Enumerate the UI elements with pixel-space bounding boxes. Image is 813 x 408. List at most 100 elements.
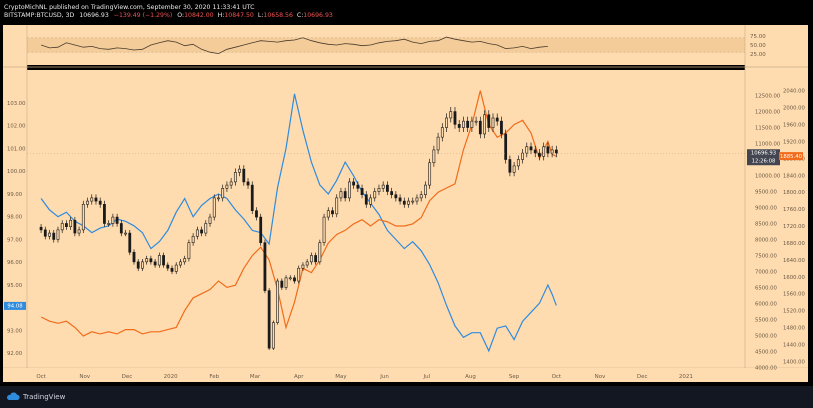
right-tick-label: 6000.00 <box>755 301 778 307</box>
candle-body <box>288 277 292 280</box>
symbol-line: BITSTAMP:BTCUSD, 3D 10696.93 −139.49 (−1… <box>4 12 333 19</box>
candle-body <box>419 194 423 199</box>
oscillator-tick-label: 25.00 <box>750 52 766 58</box>
change: −139.49 (−1.29%) <box>113 12 173 19</box>
candle-body <box>242 168 246 183</box>
x-axis-ticks: Oct Nov Dec 2020 Feb Mar Apr May Jun Jul Aug Sep Oct… <box>36 374 693 380</box>
candle-body <box>170 267 174 272</box>
x-tick-label: Dec <box>122 374 133 380</box>
candle-body <box>119 223 123 234</box>
candle-body <box>554 149 558 154</box>
candle-body <box>411 200 415 203</box>
candle-body <box>200 229 203 234</box>
candle-body <box>86 200 89 205</box>
right-tick-label: 10000.00 <box>755 174 781 180</box>
candle-body <box>491 117 495 128</box>
candle-body <box>436 136 440 151</box>
right-tick-label: 7000.00 <box>755 269 778 275</box>
candle-body <box>179 261 182 266</box>
candle-body <box>521 152 524 160</box>
candle-body <box>440 127 444 138</box>
outer-tick-label: 1800.00 <box>783 190 806 196</box>
candle-body <box>225 184 229 189</box>
candle-body <box>449 111 453 119</box>
x-tick-label: Jun <box>379 374 389 380</box>
oscillator-line <box>40 36 548 55</box>
x-tick-label: Aug <box>465 374 476 380</box>
candle-body <box>195 229 199 237</box>
candle-body <box>233 172 237 183</box>
x-tick-label: Oct <box>552 374 562 380</box>
candle-body <box>115 216 119 224</box>
left-tick-label: 102.00 <box>7 124 26 130</box>
left-tick-label: 95.00 <box>7 283 23 289</box>
right-axis-panel <box>745 25 808 375</box>
candle-body <box>81 203 85 231</box>
candle-body <box>43 229 47 237</box>
x-tick-label: Nov <box>79 374 90 380</box>
blue-series <box>40 93 557 353</box>
outer-tick-label: 1400.00 <box>783 359 806 365</box>
right-tick-label: 11500.00 <box>755 126 781 132</box>
candle-body <box>39 226 43 231</box>
low-value: 10658.56 <box>263 12 293 19</box>
candle-body <box>343 191 347 199</box>
candle-body <box>495 117 499 122</box>
candle-body <box>386 184 389 192</box>
x-tick-label: Apr <box>294 374 304 380</box>
candle-body <box>398 197 402 202</box>
candle-body <box>424 184 427 195</box>
tradingview-logo[interactable]: TradingView <box>6 392 65 401</box>
candle-body <box>276 280 279 323</box>
candle-body <box>305 261 309 266</box>
candle-body <box>309 255 313 263</box>
countdown-tag: 12:26:08 <box>752 159 776 165</box>
candle-body <box>111 216 115 224</box>
candle-body <box>174 264 178 272</box>
candle-body <box>238 168 241 173</box>
open-label: O: <box>177 12 185 19</box>
candle-body <box>356 184 360 189</box>
outer-tick-label: 1440.00 <box>783 342 806 348</box>
candle-body <box>407 200 410 205</box>
outer-tick-label: 1720.00 <box>783 224 806 230</box>
close-label: C: <box>296 12 304 19</box>
candle-body <box>94 197 98 202</box>
candle-body <box>339 191 343 199</box>
right-tick-label: 9500.00 <box>755 190 778 196</box>
candle-body <box>525 146 529 154</box>
candle-body <box>369 197 372 205</box>
high-label: H: <box>217 12 225 19</box>
publish-line: CryptoMichNL published on TradingView.co… <box>4 4 255 11</box>
x-tick-label: 2020 <box>164 374 178 380</box>
candle-body <box>136 261 140 269</box>
cloud-icon <box>7 392 20 400</box>
candle-body <box>73 219 77 234</box>
oscillator-tick-label: 50.00 <box>750 43 766 49</box>
high-value: 10847.50 <box>224 12 254 19</box>
candle-body <box>98 200 102 205</box>
candle-body <box>90 197 94 202</box>
candle-body <box>394 194 398 199</box>
outer-tick-label: 1680.00 <box>783 241 806 247</box>
candle-body <box>529 146 533 151</box>
outer-tick-label: 1480.00 <box>783 326 806 332</box>
chart-header: CryptoMichNL published on TradingView.co… <box>4 3 809 23</box>
candle-body <box>145 258 149 263</box>
oscillator-tick-label: 75.00 <box>750 34 766 40</box>
candle-body <box>271 322 275 349</box>
blue-tag-bg <box>4 301 26 310</box>
candle-body <box>470 120 474 128</box>
oscillator-ticks: 75.00 50.00 25.00 <box>750 34 766 58</box>
candle-body <box>512 165 516 173</box>
candle-body <box>103 203 106 224</box>
candle-body <box>280 280 284 288</box>
candle-body <box>60 223 64 231</box>
x-tick-label: Oct <box>36 374 46 380</box>
candle-body <box>432 149 436 164</box>
candle-body <box>352 181 356 186</box>
left-tick-label: 100.00 <box>7 169 26 175</box>
close-value: 10696.93 <box>303 12 333 19</box>
